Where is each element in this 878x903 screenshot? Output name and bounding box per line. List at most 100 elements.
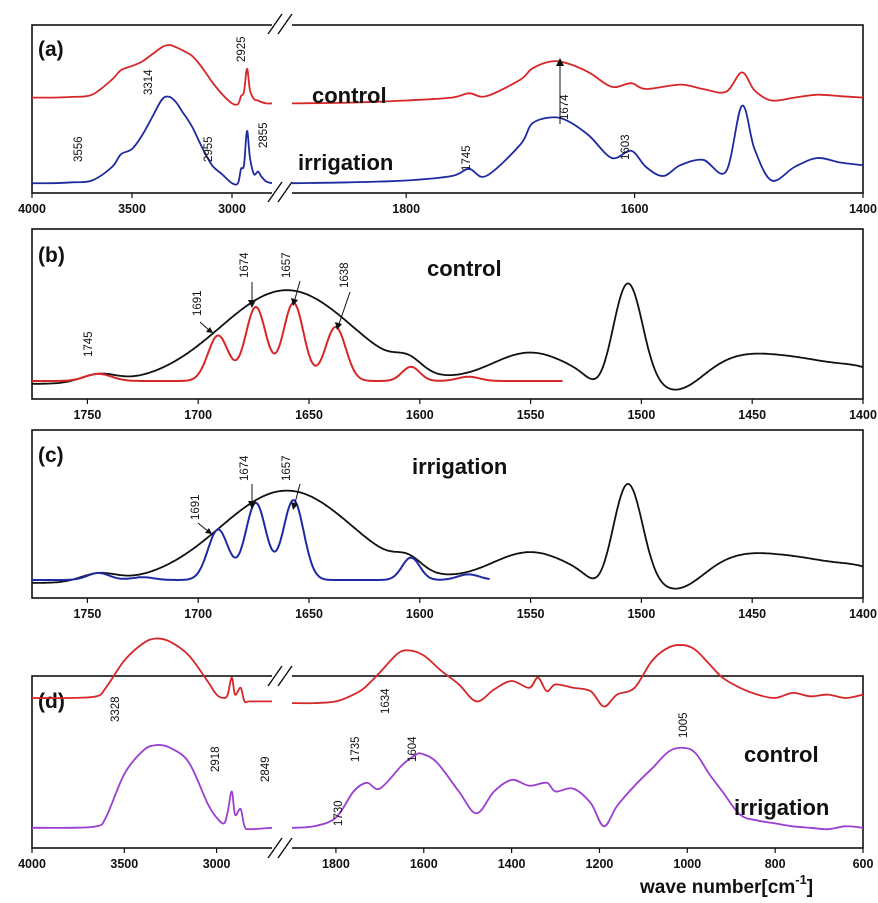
irrigation-line-segment-2 [291, 746, 864, 831]
panel-d-irrigation-label: irrigation [734, 795, 829, 820]
x-tick-label: 1650 [295, 607, 323, 621]
panel-a-control-label: control [312, 83, 387, 108]
x-tick-label: 3000 [203, 857, 231, 871]
x-tick-label: 4000 [18, 857, 46, 871]
panel-d-x-axis: 4000 3500 3000 1800 1600 1400 1200 1000 800 600 [18, 848, 873, 871]
x-tick-label: 1600 [621, 202, 649, 216]
peak-label-d-2849: 2849 [260, 756, 272, 782]
x-tick-label: 1400 [849, 202, 877, 216]
peak-label-3314: 3314 [143, 69, 155, 95]
arrow-b-1638 [338, 291, 351, 325]
x-axis-title-main: wave number[cm [639, 877, 795, 898]
fitted-components-line [32, 499, 490, 581]
x-axis-title-end: ] [807, 877, 813, 898]
peak-label-b-1745: 1745 [83, 331, 95, 357]
peak-label-1674: 1674 [559, 94, 571, 120]
x-tick-label: 1500 [627, 607, 655, 621]
control-line-segment-1 [31, 44, 273, 106]
x-tick-label: 600 [853, 857, 874, 871]
x-axis-title: wave number[cm-1] [639, 872, 813, 898]
control-line-segment-1 [31, 637, 272, 704]
x-tick-label: 1450 [738, 408, 766, 422]
x-tick-label: 1400 [849, 408, 877, 422]
peak-label-c-1674: 1674 [239, 455, 251, 481]
peak-label-d-1005: 1005 [678, 712, 690, 738]
panel-b-plot [31, 282, 864, 391]
x-tick-label: 1600 [406, 408, 434, 422]
panel-c-irrigation-label: irrigation [412, 454, 507, 479]
irrigation-line-segment-2 [291, 104, 864, 185]
peak-label-3556: 3556 [73, 136, 85, 162]
x-tick-label: 1700 [184, 607, 212, 621]
panel-a-x-axis: 4000 3500 3000 1800 1600 1400 [18, 193, 877, 216]
x-tick-label: 1400 [498, 857, 526, 871]
x-tick-label: 1000 [673, 857, 701, 871]
x-tick-label: 4000 [18, 202, 46, 216]
panel-a-irrigation-label: irrigation [298, 150, 393, 175]
panel-c: (c) irrigation 1691 1674 1657 1750 1700 16… [31, 429, 877, 621]
arrow-c-1657 [294, 483, 301, 504]
x-tick-label: 1200 [586, 857, 614, 871]
irrigation-line-segment-1 [31, 95, 273, 186]
x-tick-label: 1700 [184, 408, 212, 422]
x-tick-label: 1550 [517, 607, 545, 621]
arrowhead-c-1674 [248, 501, 256, 509]
peak-label-d-1634: 1634 [380, 688, 392, 714]
panel-a-frame [31, 24, 864, 194]
x-tick-label: 800 [765, 857, 786, 871]
arrow-b-1657 [294, 280, 301, 300]
panel-a-plot [31, 44, 864, 186]
x-tick-label: 1800 [322, 857, 350, 871]
peak-label-b-1674: 1674 [239, 252, 251, 278]
arrowhead-c-1657 [291, 502, 298, 510]
irrigation-line-segment-1 [31, 744, 273, 831]
panel-a-axis-break [267, 13, 293, 204]
panel-b-control-label: control [427, 256, 502, 281]
arrowhead-b-1657 [291, 298, 298, 306]
x-tick-label: 1750 [73, 408, 101, 422]
control-line-segment-2 [291, 60, 864, 105]
measured-spectrum-line [31, 282, 864, 391]
panel-c-plot [32, 482, 864, 590]
x-tick-label: 1400 [849, 607, 877, 621]
panel-c-frame [31, 429, 864, 599]
panel-d-axis-break [267, 665, 293, 859]
x-axis-title-text: wave number[cm-1] [639, 872, 813, 898]
panel-b: (b) control 1745 1691 1674 1657 1638 175… [31, 228, 877, 422]
panel-b-label: (b) [38, 244, 65, 267]
panel-d-label: (d) [38, 690, 65, 713]
panel-a-label: (a) [38, 38, 64, 61]
arrowhead-b-1674 [248, 300, 256, 308]
panel-d-frame [31, 675, 864, 849]
peak-label-d-1604: 1604 [407, 736, 419, 762]
panel-d-plot [31, 637, 864, 831]
peak-label-c-1657: 1657 [281, 455, 293, 481]
arrowhead-b-1691 [206, 327, 213, 333]
x-tick-label: 1750 [73, 607, 101, 621]
x-tick-label: 1450 [738, 607, 766, 621]
arrowhead-c-1691 [205, 528, 212, 534]
x-tick-label: 1550 [517, 408, 545, 422]
peak-label-d-1735: 1735 [350, 736, 362, 762]
x-tick-label: 3500 [118, 202, 146, 216]
peak-label-2925: 2925 [236, 36, 248, 62]
peak-label-d-3328: 3328 [110, 696, 122, 722]
peak-label-d-2918: 2918 [210, 746, 222, 772]
control-line-segment-2 [291, 644, 864, 708]
peak-label-1603: 1603 [620, 134, 632, 160]
peak-label-2855: 2855 [258, 122, 270, 148]
x-tick-label: 1600 [410, 857, 438, 871]
panel-c-x-axis: 1750 1700 1650 1600 1550 1500 1450 1400 [73, 598, 877, 621]
panel-d: (d) control irrigation 3328 2918 2849 17… [18, 637, 873, 871]
peak-label-1745: 1745 [461, 145, 473, 171]
panel-d-control-label: control [744, 742, 819, 767]
peak-label-c-1691: 1691 [190, 494, 202, 520]
fitted-components-line [32, 301, 563, 382]
measured-spectrum-line [32, 482, 864, 590]
x-tick-label: 3000 [218, 202, 246, 216]
panel-a: (a) control irrigation 3556 3314 2955 29… [18, 13, 877, 216]
arrowhead-b-1638 [335, 322, 342, 330]
peak-label-b-1657: 1657 [281, 252, 293, 278]
peak-label-2955: 2955 [203, 136, 215, 162]
